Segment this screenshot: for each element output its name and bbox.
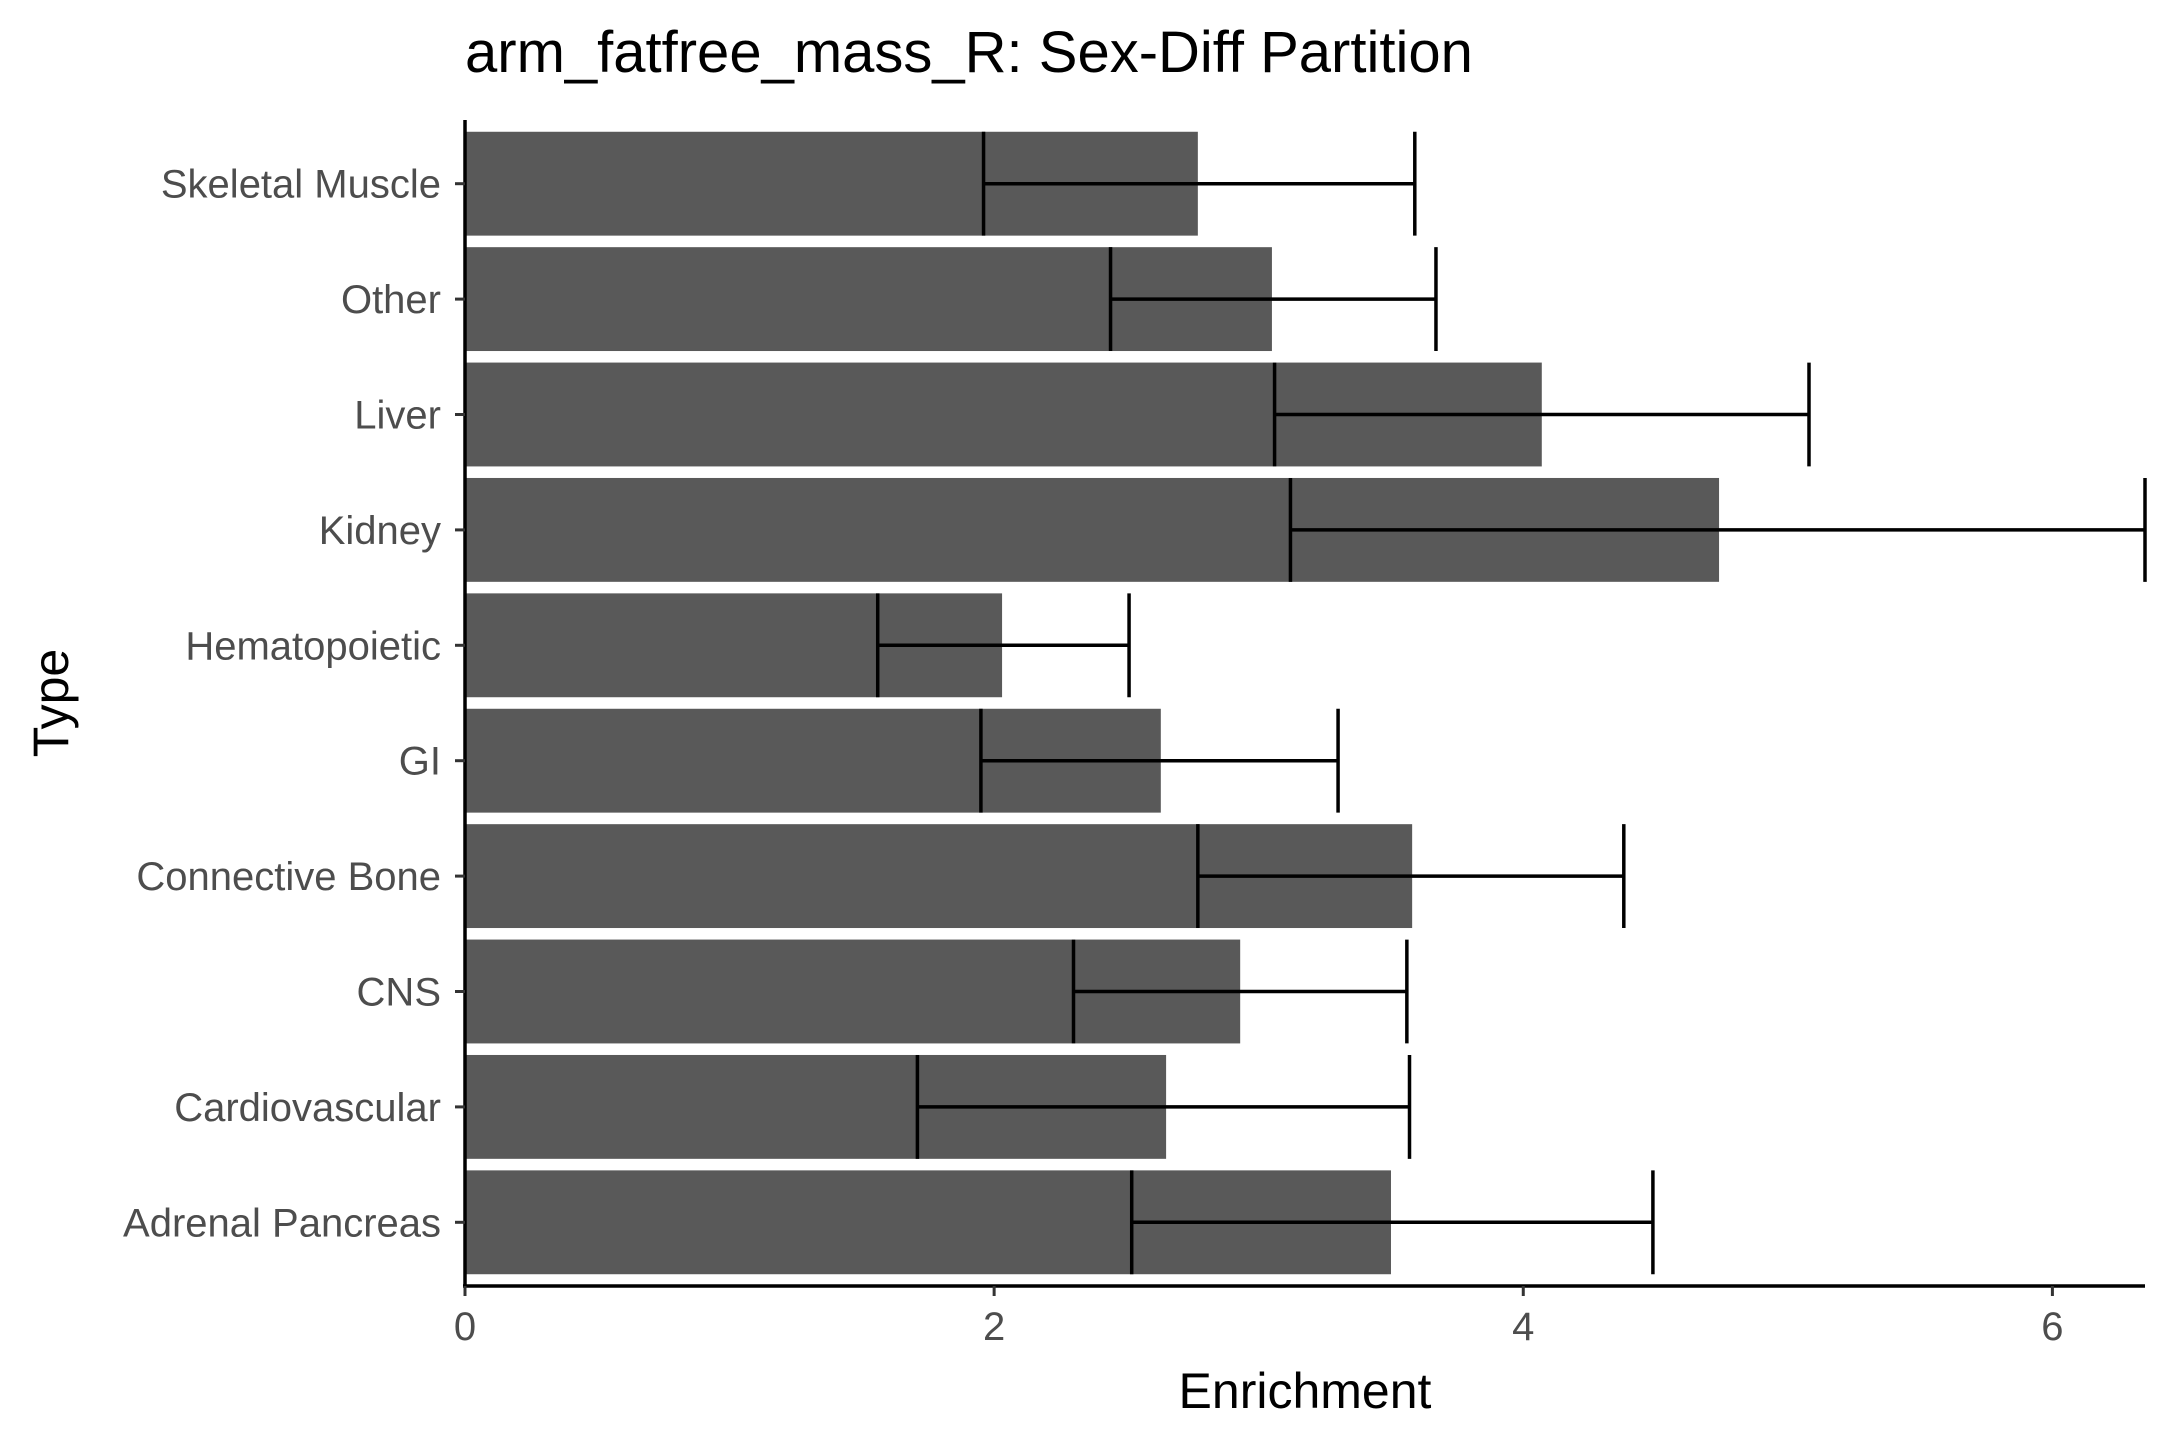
y-tick-label-cns: CNS	[357, 971, 441, 1015]
errorbars-layer	[875, 131, 2147, 1275]
y-tick-label-cardiovascular: Cardiovascular	[174, 1086, 441, 1130]
y-tick-label-kidney: Kidney	[319, 509, 441, 553]
errorbar-cns	[1071, 939, 1409, 1044]
errorbar-skeletal-muscle	[981, 131, 1417, 236]
errorbar-gi	[979, 708, 1340, 813]
x-ticks: 0 2 4 6	[454, 1286, 2064, 1349]
errorbar-connective-bone	[1196, 824, 1626, 929]
y-tick-label-liver: Liver	[354, 394, 441, 438]
x-tick-label-0: 0	[454, 1305, 476, 1349]
x-axis-title: Enrichment	[1179, 1363, 1432, 1419]
y-tick-label-skeletal-muscle: Skeletal Muscle	[161, 163, 441, 207]
x-tick-label-6: 6	[2041, 1305, 2063, 1349]
y-tick-label-gi: GI	[399, 740, 441, 784]
y-axis-title: Type	[23, 649, 79, 757]
y-ticks: Adrenal Pancreas Cardiovascular CNS Connect…	[123, 163, 465, 1245]
y-tick-label-other: Other	[341, 278, 441, 322]
y-tick-label-adrenal-pancreas: Adrenal Pancreas	[123, 1201, 441, 1245]
chart-title: arm_fatfree_mass_R: Sex-Diff Partition	[465, 20, 1473, 85]
errorbar-kidney	[1288, 477, 2147, 582]
errorbar-hematopoietic	[875, 593, 1131, 698]
errorbar-adrenal-pancreas	[1129, 1170, 1655, 1275]
x-tick-label-2: 2	[983, 1305, 1005, 1349]
y-tick-label-hematopoietic: Hematopoietic	[185, 624, 441, 668]
y-tick-label-connective-bone: Connective Bone	[136, 855, 441, 899]
x-tick-label-4: 4	[1512, 1305, 1534, 1349]
bars-layer	[465, 131, 1720, 1275]
errorbar-liver	[1272, 362, 1811, 467]
errorbar-other	[1108, 247, 1438, 352]
errorbar-cardiovascular	[915, 1054, 1412, 1159]
